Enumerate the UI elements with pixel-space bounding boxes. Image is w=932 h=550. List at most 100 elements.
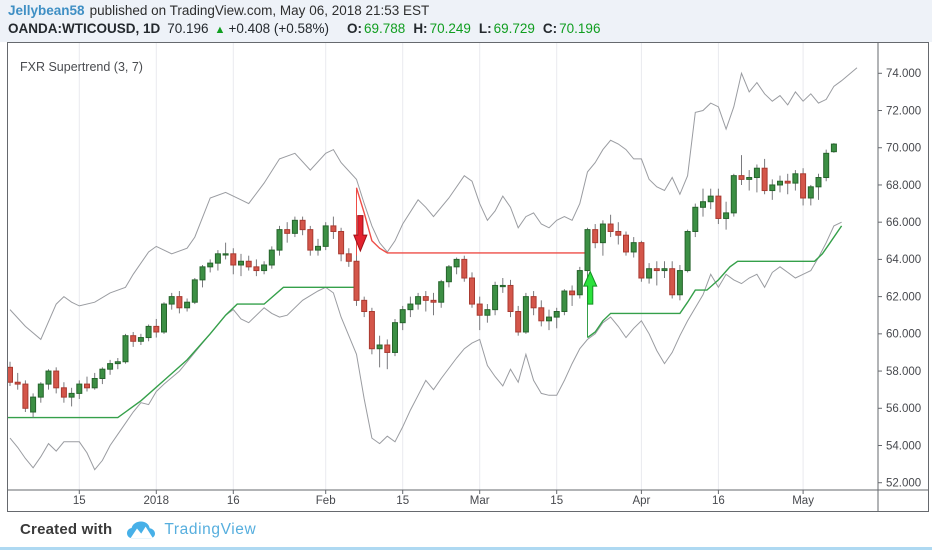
candle-up xyxy=(807,186,814,199)
price-axis-label[interactable]: 58.000 xyxy=(886,366,921,378)
candle-down xyxy=(715,195,722,219)
candle-up xyxy=(792,173,799,184)
candle-down xyxy=(615,230,622,236)
price-axis-label[interactable]: 72.000 xyxy=(886,105,921,117)
candle-up xyxy=(161,303,167,333)
candle-down xyxy=(153,325,160,333)
candle-up xyxy=(553,311,560,318)
candle-up xyxy=(91,378,98,389)
candle-down xyxy=(638,242,645,279)
price-axis-label[interactable]: 66.000 xyxy=(886,217,921,229)
tradingview-link[interactable]: TradingView xyxy=(164,520,257,538)
candle-up xyxy=(184,301,191,309)
ohlc-values: O: 69.788 H: 70.249 L: 69.729 C: 70.196 xyxy=(339,21,600,36)
candle-down xyxy=(230,253,237,266)
candle-up xyxy=(99,368,106,380)
candle-up xyxy=(315,245,321,251)
candle-up xyxy=(561,290,568,313)
candle-up xyxy=(499,284,506,288)
price-axis-label[interactable]: 62.000 xyxy=(886,291,921,303)
candle-down xyxy=(8,366,13,383)
time-axis-label[interactable]: 15 xyxy=(73,495,86,507)
indicator-label[interactable]: FXR Supertrend (3, 7) xyxy=(20,60,143,74)
candle-down xyxy=(469,277,475,305)
candle-down xyxy=(623,234,629,253)
candle-up xyxy=(291,219,298,234)
candle-up xyxy=(684,230,691,272)
logo-mountains-shape xyxy=(130,526,154,539)
candle-down xyxy=(368,311,375,350)
candle-up xyxy=(584,229,591,272)
footer: Created with TradingView xyxy=(0,512,932,547)
price-axis-label[interactable]: 54.000 xyxy=(886,440,921,452)
candle-down xyxy=(384,344,391,353)
candle-up xyxy=(407,303,414,311)
candle-down xyxy=(422,296,429,301)
candle-up xyxy=(207,262,214,268)
time-axis-label[interactable]: Apr xyxy=(632,495,650,507)
candle-up xyxy=(830,143,837,153)
candle-up xyxy=(723,212,730,219)
author-link[interactable]: Jellybean58 xyxy=(8,3,85,18)
candle-up xyxy=(268,249,275,266)
time-axis-label[interactable]: Mar xyxy=(470,495,490,507)
candle-up xyxy=(30,396,37,413)
candle-up xyxy=(484,309,491,316)
candle-down xyxy=(538,307,545,322)
price-axis-label[interactable]: 68.000 xyxy=(886,180,921,192)
chart-canvas[interactable]: 15 2018 16 Feb 15 Mar 15 Apr 16 May 74.000 72.000 70… xyxy=(8,43,928,511)
candle-down xyxy=(476,303,483,316)
candle-up xyxy=(453,258,460,268)
candle-down xyxy=(800,173,807,199)
time-axis-label[interactable]: May xyxy=(792,495,814,507)
price-axis-label[interactable]: 52.000 xyxy=(886,478,921,490)
candle-up xyxy=(376,344,383,350)
candle-down xyxy=(653,268,660,272)
time-axis-label[interactable]: 15 xyxy=(550,495,563,507)
candle-up xyxy=(700,201,706,208)
candle-up xyxy=(214,253,221,264)
supertrend-segment-up xyxy=(587,225,843,339)
candle-up xyxy=(777,180,783,186)
candle-down xyxy=(784,180,791,184)
time-axis-label[interactable]: Feb xyxy=(316,495,336,507)
candle-up xyxy=(322,225,329,247)
time-axis-label[interactable]: 16 xyxy=(712,495,725,507)
candle-down xyxy=(60,387,67,398)
price-axis-label[interactable]: 74.000 xyxy=(886,68,921,80)
time-scale[interactable]: 15 2018 16 Feb 15 Mar 15 Apr 16 May xyxy=(73,495,814,507)
price-axis-label[interactable]: 56.000 xyxy=(886,403,921,415)
candle-up xyxy=(599,223,606,244)
candle-down xyxy=(299,219,306,231)
candle-down xyxy=(22,383,29,409)
supertrend-segment-down xyxy=(355,187,588,254)
price-axis-label[interactable]: 70.000 xyxy=(886,143,921,155)
candle-down xyxy=(245,260,252,268)
candle-down xyxy=(353,260,360,301)
signal-arrows xyxy=(353,215,598,305)
candle-up xyxy=(168,296,175,305)
candle-up xyxy=(114,361,121,365)
ohlc-value: 69.729 xyxy=(493,21,535,36)
axes-frame xyxy=(8,43,928,511)
candle-up xyxy=(692,206,699,232)
time-axis-label[interactable]: 16 xyxy=(227,495,240,507)
candle-up xyxy=(445,266,452,283)
candle-down xyxy=(284,229,291,234)
candle-down xyxy=(176,296,183,309)
candle-up xyxy=(37,383,44,398)
price-axis-label[interactable]: 64.000 xyxy=(886,254,921,266)
price-axis-label[interactable]: 60.000 xyxy=(886,329,921,341)
buy-arrow-icon xyxy=(582,270,598,305)
tradingview-logo-icon[interactable] xyxy=(126,519,156,540)
candle-up xyxy=(261,264,268,272)
time-axis-label[interactable]: 15 xyxy=(396,495,409,507)
ohlc-value: 69.788 xyxy=(364,21,406,36)
candle-down xyxy=(253,266,260,272)
chart-pane: 15 2018 16 Feb 15 Mar 15 Apr 16 May 74.000 72.000 70… xyxy=(7,42,929,512)
time-axis-label[interactable]: 2018 xyxy=(144,495,170,507)
price-scale[interactable]: 74.000 72.000 70.000 68.000 66.000 64.000 62.0… xyxy=(886,68,921,489)
candle-down xyxy=(461,258,468,279)
candle-up xyxy=(522,296,529,333)
